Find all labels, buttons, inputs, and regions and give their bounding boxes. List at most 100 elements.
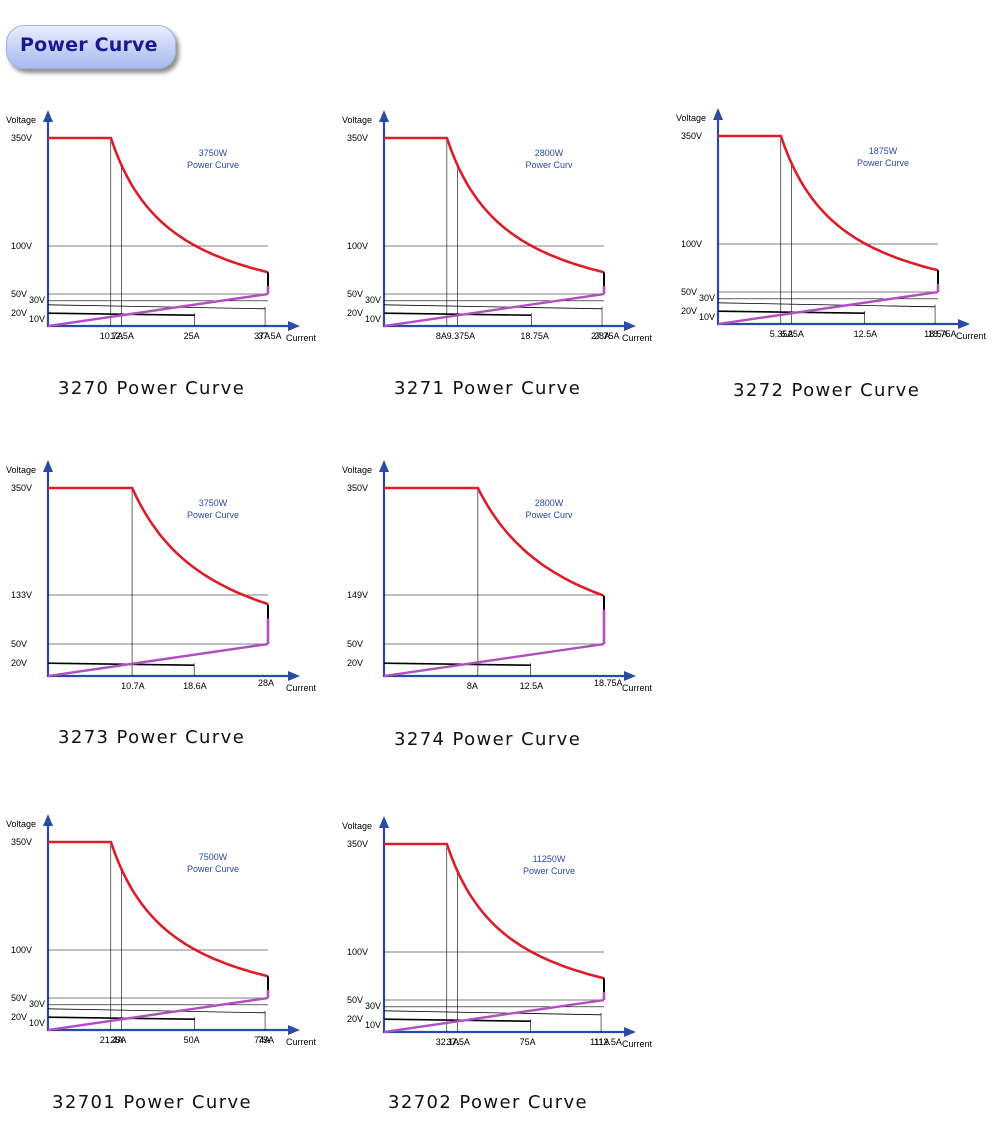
power-curve-line <box>48 486 269 606</box>
x-tick-label-2: 50A <box>184 1035 200 1045</box>
y-axis-arrow <box>713 108 723 120</box>
y-tick-label-100: 100V <box>347 241 368 251</box>
x-tick-label-2: 18.75A <box>594 678 623 688</box>
x-tick-label-3: 18.5A <box>924 329 948 339</box>
y-tick-label-10: 10V <box>29 1018 45 1028</box>
y-tick-label-20: 20V <box>681 306 697 316</box>
x-tick-label-1: 37.5A <box>446 1037 470 1047</box>
power-rating-label: 3750W <box>199 148 228 158</box>
y-axis-arrow <box>379 460 389 472</box>
x-axis-arrow <box>288 1025 300 1035</box>
x-tick-label-1: 25A <box>110 1035 126 1045</box>
x-tick-label-1: 6.25A <box>780 329 804 339</box>
x-tick-label-4: 28A <box>594 331 610 341</box>
x-tick-label-0: 32.1A <box>436 1037 460 1047</box>
y-tick-label-50: 50V <box>11 289 27 299</box>
y-tick-label-50: 50V <box>11 993 27 1003</box>
line-30v <box>383 304 603 310</box>
y-tick-label-350: 350V <box>11 483 32 493</box>
power-rating-label: 2800W <box>535 148 564 158</box>
line-30v <box>47 304 266 310</box>
y-tick-label-20: 20V <box>11 1012 27 1022</box>
y-tick-label-30: 30V <box>29 295 45 305</box>
x-axis-arrow <box>624 1027 636 1037</box>
y-axis-arrow <box>43 110 53 122</box>
min-voltage-line <box>383 642 605 678</box>
x-axis-label: Current <box>622 333 653 343</box>
x-axis-arrow <box>624 321 636 331</box>
y-tick-label-50: 50V <box>681 287 697 297</box>
chart-caption-32702: 32702 Power Curve <box>388 1092 589 1113</box>
y-tick-label-350: 350V <box>347 839 368 849</box>
power-curve-label: Power Curve <box>857 158 909 168</box>
line-30v <box>383 1010 602 1016</box>
chart-caption-3274: 3274 Power Curve <box>394 729 582 750</box>
power-curve-line <box>718 134 939 272</box>
x-tick-label-2: 12.5A <box>854 329 878 339</box>
x-axis-label: Current <box>286 1037 317 1047</box>
x-axis-label: Current <box>622 683 653 693</box>
power-rating-label: 1875W <box>869 146 898 156</box>
y-tick-label-50: 50V <box>11 639 27 649</box>
x-tick-label-0: 10.7A <box>121 681 145 691</box>
power-curve-label: Power Curv <box>525 510 573 520</box>
x-tick-label-0: 10.7A <box>100 331 124 341</box>
x-tick-label-3: 27.75A <box>591 331 620 341</box>
min-voltage-line <box>47 996 269 1032</box>
chart-caption-3270: 3270 Power Curve <box>58 378 246 399</box>
x-tick-label-4: 37.5A <box>258 331 282 341</box>
x-tick-label-0: 21.4A <box>100 1035 124 1045</box>
y-tick-label-350: 350V <box>681 131 702 141</box>
y-tick-label-133: 133V <box>11 590 32 600</box>
x-axis-label: Current <box>286 333 317 343</box>
y-tick-label-100: 100V <box>11 241 32 251</box>
min-voltage-line <box>47 292 269 328</box>
y-tick-label-350: 350V <box>347 483 368 493</box>
min-voltage-line <box>383 292 605 328</box>
x-tick-label-0: 8A <box>467 681 478 691</box>
y-axis-arrow <box>43 814 53 826</box>
power-curve-label: Power Curve <box>523 866 575 876</box>
x-tick-label-2: 28A <box>258 678 274 688</box>
line-30v <box>47 1008 266 1014</box>
y-tick-label-50: 50V <box>347 995 363 1005</box>
x-tick-label-4: 75A <box>258 1035 274 1045</box>
x-tick-label-4: 18.75A <box>928 329 957 339</box>
power-rating-label: 11250W <box>533 854 566 864</box>
y-tick-label-30: 30V <box>365 295 381 305</box>
x-tick-label-0: 5.35A <box>770 329 794 339</box>
y-tick-label-100: 100V <box>11 945 32 955</box>
y-tick-label-350: 350V <box>347 133 368 143</box>
y-axis-label: Voltage <box>6 819 36 829</box>
x-axis-label: Current <box>286 683 317 693</box>
y-tick-label-20: 20V <box>347 658 363 668</box>
min-voltage-line <box>717 290 939 326</box>
x-tick-label-2: 25A <box>184 331 200 341</box>
power-curve-line <box>48 840 269 978</box>
min-voltage-line <box>47 642 269 678</box>
y-tick-label-50: 50V <box>347 639 363 649</box>
line-30v <box>717 302 936 308</box>
y-tick-label-20: 20V <box>347 308 363 318</box>
y-tick-label-149: 149V <box>347 590 368 600</box>
x-axis-arrow <box>624 671 636 681</box>
x-tick-label-0: 8A <box>436 331 447 341</box>
y-axis-arrow <box>379 110 389 122</box>
x-tick-label-4: 112.5A <box>594 1037 622 1047</box>
x-axis-label: Current <box>956 331 987 341</box>
min-voltage-line <box>383 998 605 1034</box>
power-curve-line <box>384 486 605 598</box>
y-tick-label-10: 10V <box>29 314 45 324</box>
y-tick-label-50: 50V <box>347 289 363 299</box>
y-tick-label-10: 10V <box>699 312 715 322</box>
power-curve-label: Power Curv <box>525 160 573 170</box>
x-axis-arrow <box>288 671 300 681</box>
x-tick-label-1: 9.375A <box>447 331 476 341</box>
power-curve-line <box>48 136 269 274</box>
y-tick-label-30: 30V <box>29 999 45 1009</box>
y-axis-arrow <box>43 460 53 472</box>
power-rating-label: 2800W <box>535 498 564 508</box>
x-tick-label-2: 75A <box>520 1037 536 1047</box>
